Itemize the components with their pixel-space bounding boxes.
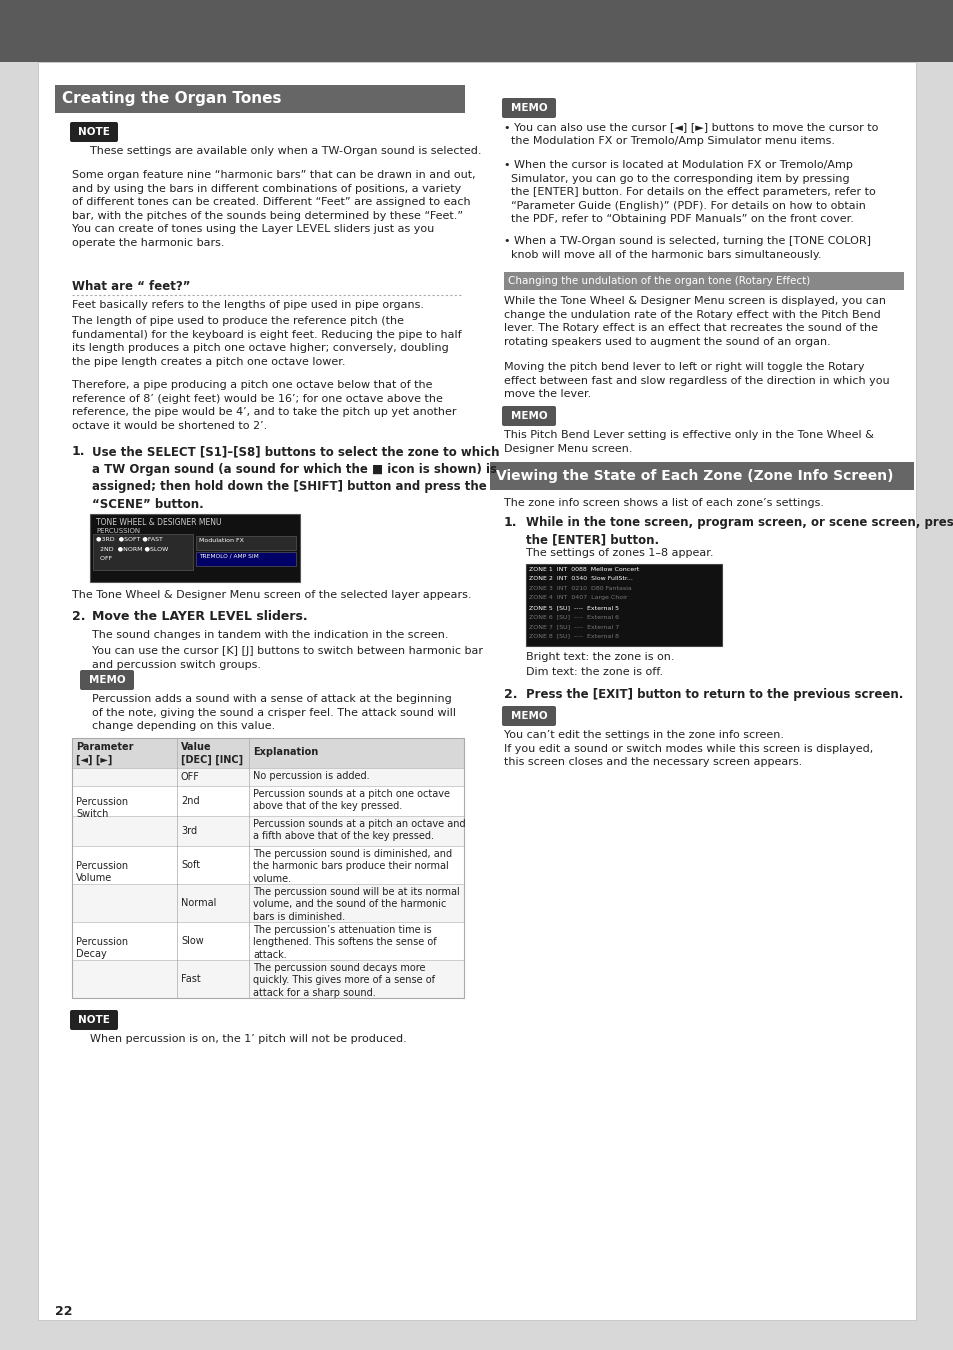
Text: TONE WHEEL & DESIGNER MENU: TONE WHEEL & DESIGNER MENU [96, 518, 221, 526]
Bar [71, 815, 463, 846]
Text: The zone info screen shows a list of each zone’s settings.: The zone info screen shows a list of eac… [503, 498, 823, 508]
Text: Dim text: the zone is off.: Dim text: the zone is off. [525, 667, 662, 676]
Text: The sound changes in tandem with the indication in the screen.: The sound changes in tandem with the ind… [91, 630, 448, 640]
Bar [503, 271, 903, 290]
Text: Percussion
Decay: Percussion Decay [76, 937, 128, 960]
Text: MEMO: MEMO [510, 410, 547, 421]
Text: These settings are available only when a TW-Organ sound is selected.: These settings are available only when a… [90, 146, 481, 157]
Text: Feet basically refers to the lengths of pipe used in pipe organs.: Feet basically refers to the lengths of … [71, 300, 423, 310]
Text: MEMO: MEMO [510, 103, 547, 113]
Text: You can’t edit the settings in the zone info screen.
If you edit a sound or swit: You can’t edit the settings in the zone … [503, 730, 872, 767]
Text: ZONE 7  [SU]  ----  External 7: ZONE 7 [SU] ---- External 7 [529, 624, 618, 629]
Text: Soft: Soft [181, 860, 200, 869]
Bar [0, 0, 953, 62]
Bar [71, 846, 463, 884]
Text: Value
[DEC] [INC]: Value [DEC] [INC] [181, 743, 243, 764]
Text: While in the tone screen, program screen, or scene screen, press
the [ENTER] but: While in the tone screen, program screen… [525, 516, 953, 547]
Bar [55, 85, 464, 113]
Text: ZONE 5  [SU]  ----  External 5: ZONE 5 [SU] ---- External 5 [529, 605, 618, 610]
Text: OFF: OFF [96, 556, 112, 562]
Text: 2nd: 2nd [181, 796, 199, 806]
FancyBboxPatch shape [501, 99, 556, 117]
Text: MEMO: MEMO [510, 711, 547, 721]
Text: Percussion
Switch: Percussion Switch [76, 796, 128, 819]
Bar [92, 535, 193, 570]
Text: Bright text: the zone is on.: Bright text: the zone is on. [525, 652, 674, 662]
Text: • When the cursor is located at Modulation FX or Tremolo/Amp
  Simulator, you ca: • When the cursor is located at Modulati… [503, 161, 875, 224]
Text: This Pitch Bend Lever setting is effective only in the Tone Wheel &
Designer Men: This Pitch Bend Lever setting is effecti… [503, 431, 873, 454]
Text: Move the LAYER LEVEL sliders.: Move the LAYER LEVEL sliders. [91, 610, 307, 622]
Text: Therefore, a pipe producing a pitch one octave below that of the
reference of 8’: Therefore, a pipe producing a pitch one … [71, 379, 456, 431]
Bar [71, 922, 463, 960]
Bar [525, 564, 721, 647]
FancyBboxPatch shape [80, 670, 133, 690]
FancyBboxPatch shape [70, 1010, 118, 1030]
Bar [195, 536, 295, 549]
Text: Normal: Normal [181, 898, 216, 909]
Text: ZONE 3  INT  0210  D80 Fantasia: ZONE 3 INT 0210 D80 Fantasia [529, 586, 631, 591]
Bar [71, 768, 463, 786]
Text: No percussion is added.: No percussion is added. [253, 771, 369, 782]
Text: Percussion
Volume: Percussion Volume [76, 861, 128, 883]
Text: MEMO: MEMO [89, 675, 125, 684]
Text: Modulation FX: Modulation FX [199, 539, 244, 543]
Text: TREMOLO / AMP SIM: TREMOLO / AMP SIM [199, 554, 258, 559]
Text: ZONE 4  INT  0407  Large Choir: ZONE 4 INT 0407 Large Choir [529, 595, 627, 601]
Bar [90, 514, 299, 582]
Text: ZONE 2  INT  0340  Slow FullStr...: ZONE 2 INT 0340 Slow FullStr... [529, 576, 632, 582]
Text: Slow: Slow [181, 936, 204, 946]
Text: 3rd: 3rd [181, 826, 197, 836]
Text: Percussion sounds at a pitch an octave and
a fifth above that of the key pressed: Percussion sounds at a pitch an octave a… [253, 819, 465, 841]
Text: The percussion’s attenuation time is
lengthened. This softens the sense of
attac: The percussion’s attenuation time is len… [253, 925, 436, 960]
Text: NOTE: NOTE [78, 1015, 110, 1025]
Text: OFF: OFF [181, 772, 200, 782]
Text: 1.: 1. [503, 516, 517, 529]
Text: The Tone Wheel & Designer Menu screen of the selected layer appears.: The Tone Wheel & Designer Menu screen of… [71, 590, 471, 599]
Text: Percussion adds a sound with a sense of attack at the beginning
of the note, giv: Percussion adds a sound with a sense of … [91, 694, 456, 732]
Text: Changing the undulation of the organ tone (Rotary Effect): Changing the undulation of the organ ton… [507, 275, 809, 286]
Text: Percussion sounds at a pitch one octave
above that of the key pressed.: Percussion sounds at a pitch one octave … [253, 788, 450, 811]
Text: What are “ feet?”: What are “ feet?” [71, 279, 191, 293]
Text: ZONE 1  INT  0088  Mellow Concert: ZONE 1 INT 0088 Mellow Concert [529, 567, 639, 572]
Text: ●3RD  ●SOFT ●FAST: ●3RD ●SOFT ●FAST [96, 536, 163, 541]
Text: 1.: 1. [71, 446, 86, 458]
Bar [71, 738, 463, 998]
Text: 2.: 2. [503, 688, 517, 701]
Text: The percussion sound decays more
quickly. This gives more of a sense of
attack f: The percussion sound decays more quickly… [253, 963, 435, 998]
Text: 2.: 2. [71, 610, 86, 622]
FancyBboxPatch shape [70, 122, 118, 142]
Text: You can use the cursor [K] [J] buttons to switch between harmonic bar
and percus: You can use the cursor [K] [J] buttons t… [91, 647, 482, 670]
Text: ZONE 6  [SU]  ----  External 6: ZONE 6 [SU] ---- External 6 [529, 614, 618, 620]
Text: Use the SELECT [S1]–[S8] buttons to select the zone to which
a TW Organ sound (a: Use the SELECT [S1]–[S8] buttons to sele… [91, 446, 499, 510]
Text: When percussion is on, the 1’ pitch will not be produced.: When percussion is on, the 1’ pitch will… [90, 1034, 406, 1044]
Text: • When a TW-Organ sound is selected, turning the [TONE COLOR]
  knob will move a: • When a TW-Organ sound is selected, tur… [503, 236, 870, 259]
Text: The percussion sound will be at its normal
volume, and the sound of the harmonic: The percussion sound will be at its norm… [253, 887, 459, 922]
Text: Creating the Organ Tones: Creating the Organ Tones [62, 92, 281, 107]
Text: The length of pipe used to produce the reference pitch (the
fundamental) for the: The length of pipe used to produce the r… [71, 316, 461, 367]
Text: NOTE: NOTE [78, 127, 110, 136]
Text: ZONE 8  [SU]  ----  External 8: ZONE 8 [SU] ---- External 8 [529, 633, 618, 639]
Text: The settings of zones 1–8 appear.: The settings of zones 1–8 appear. [525, 548, 713, 558]
Text: Moving the pitch bend lever to left or right will toggle the Rotary
effect betwe: Moving the pitch bend lever to left or r… [503, 362, 889, 400]
Text: Viewing the State of Each Zone (Zone Info Screen): Viewing the State of Each Zone (Zone Inf… [496, 468, 893, 483]
Text: Press the [EXIT] button to return to the previous screen.: Press the [EXIT] button to return to the… [525, 688, 902, 701]
Text: While the Tone Wheel & Designer Menu screen is displayed, you can
change the und: While the Tone Wheel & Designer Menu scr… [503, 296, 885, 347]
Bar [490, 462, 913, 490]
Bar [71, 884, 463, 922]
Text: Some organ feature nine “harmonic bars” that can be drawn in and out,
and by usi: Some organ feature nine “harmonic bars” … [71, 170, 476, 248]
Bar [71, 738, 463, 768]
Bar [195, 552, 295, 566]
FancyBboxPatch shape [501, 706, 556, 726]
FancyBboxPatch shape [501, 406, 556, 427]
Text: 2ND  ●NORM ●SLOW: 2ND ●NORM ●SLOW [96, 545, 168, 551]
Text: The percussion sound is diminished, and
the harmonic bars produce their normal
v: The percussion sound is diminished, and … [253, 849, 452, 884]
Text: Fast: Fast [181, 973, 200, 984]
Bar [71, 786, 463, 815]
Text: PERCUSSION: PERCUSSION [96, 528, 140, 535]
Text: Explanation: Explanation [253, 747, 318, 757]
Text: 22: 22 [55, 1305, 72, 1318]
Text: Parameter
[◄] [►]: Parameter [◄] [►] [76, 743, 133, 764]
Bar [71, 960, 463, 998]
Text: • You can also use the cursor [◄] [►] buttons to move the cursor to
  the Modula: • You can also use the cursor [◄] [►] bu… [503, 122, 878, 146]
